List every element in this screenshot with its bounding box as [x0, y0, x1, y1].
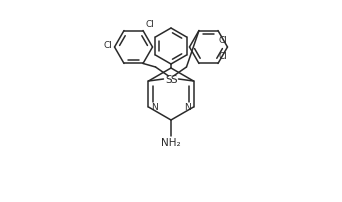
Text: S: S — [165, 75, 172, 85]
Text: N: N — [152, 103, 158, 112]
Text: Cl: Cl — [145, 19, 154, 28]
Text: S: S — [170, 75, 177, 85]
Text: N: N — [184, 103, 190, 112]
Text: Cl: Cl — [104, 41, 113, 50]
Text: Cl: Cl — [219, 35, 228, 44]
Text: Cl: Cl — [219, 52, 228, 61]
Text: NH₂: NH₂ — [161, 137, 181, 147]
